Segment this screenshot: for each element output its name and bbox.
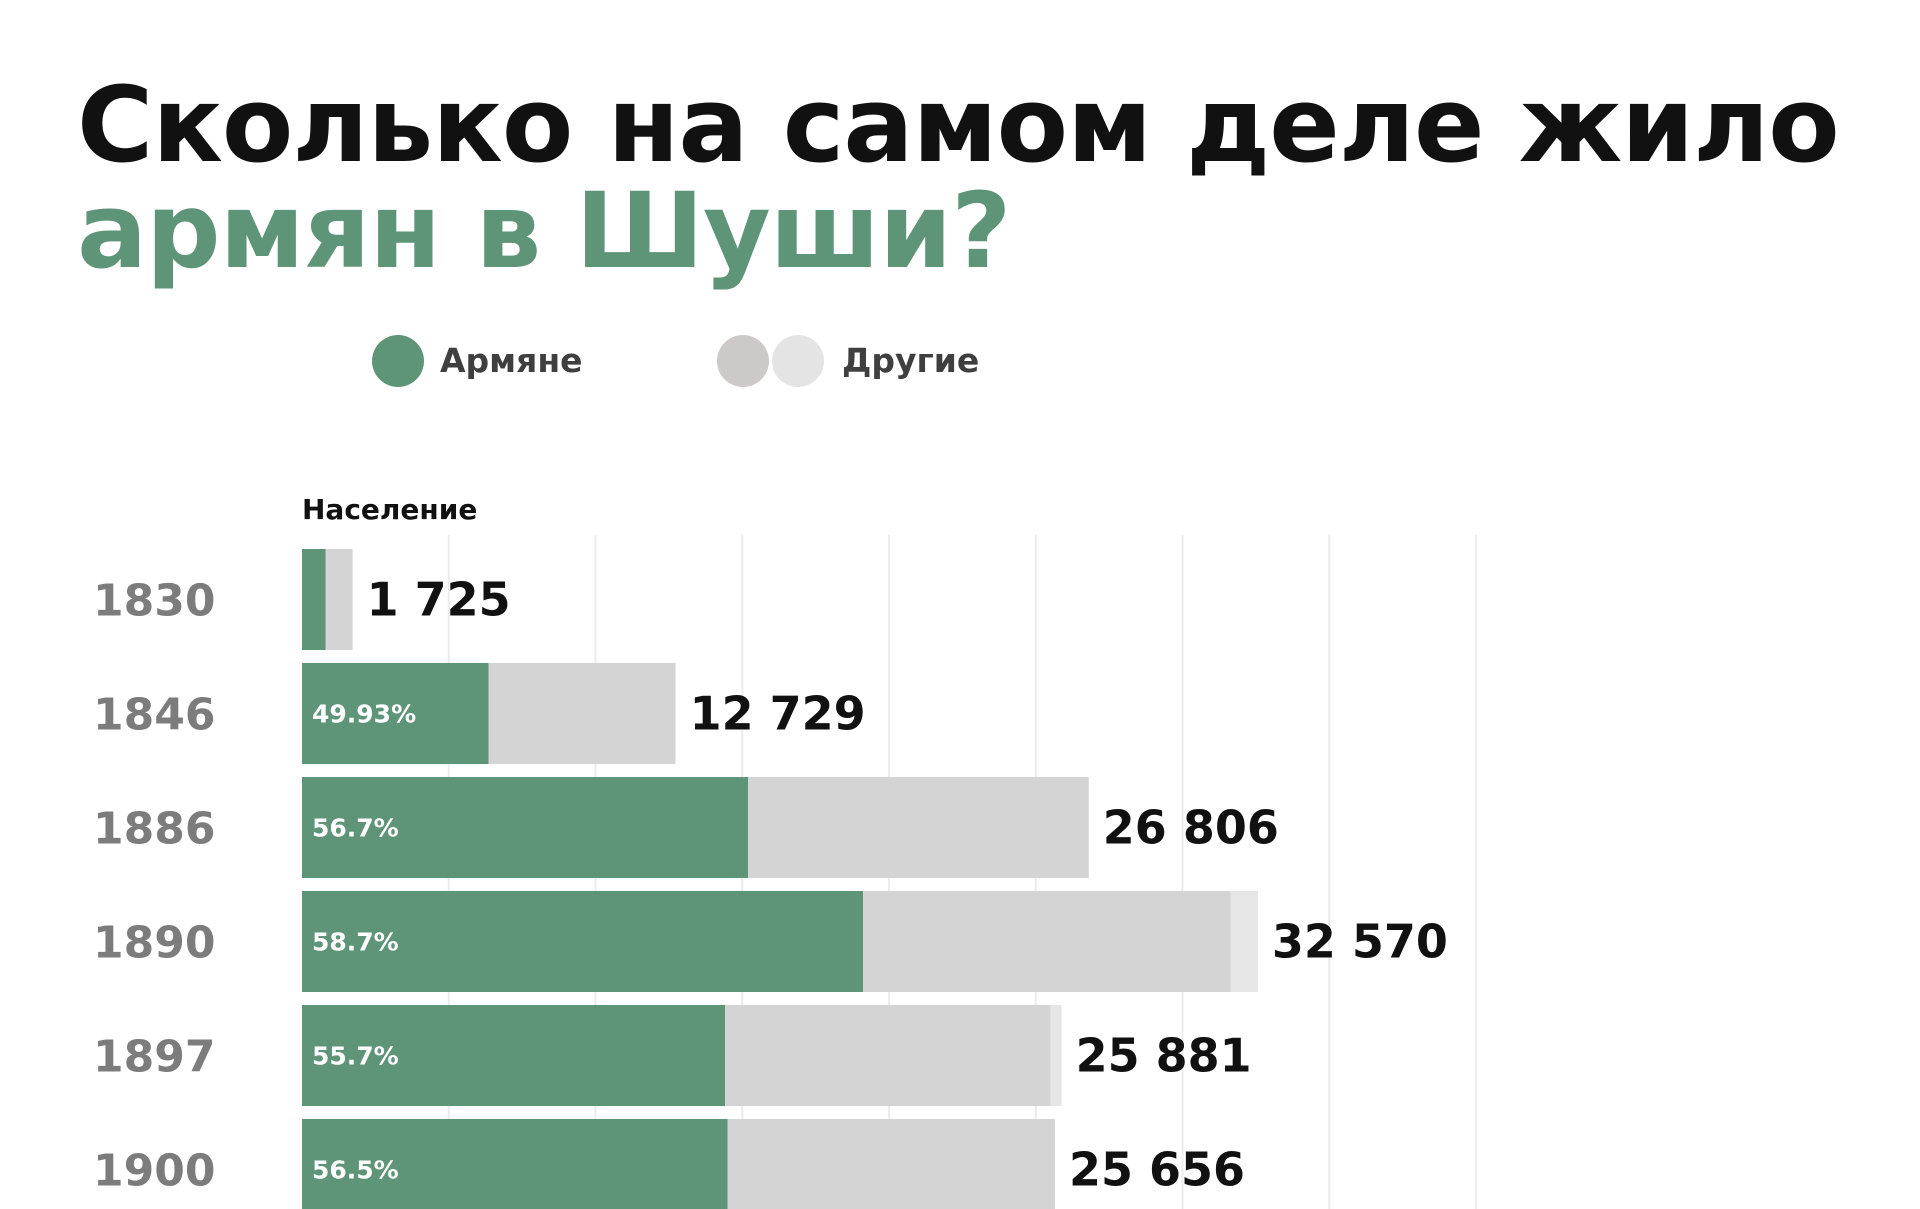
bar-armenians <box>302 1005 726 1106</box>
chart-title-line1: Сколько на самом деле жило <box>77 64 1840 186</box>
year-label: 1890 <box>93 918 215 969</box>
total-label: 25 881 <box>1076 1029 1252 1083</box>
year-label: 1846 <box>93 690 215 741</box>
legend-armenians-swatch <box>372 335 424 387</box>
total-label: 32 570 <box>1272 915 1448 969</box>
bar-others <box>488 663 676 764</box>
year-label: 1830 <box>93 576 215 627</box>
bar-others <box>725 1005 1051 1106</box>
legend-others-swatch-dark <box>717 335 769 387</box>
bar-armenians <box>302 1119 728 1209</box>
legend: Армяне Другие <box>372 335 1072 387</box>
total-label: 12 729 <box>690 687 866 741</box>
percent-label: 49.93% <box>312 700 416 729</box>
chart-title-line2: армян в Шуши? <box>77 170 1011 292</box>
bar-layer <box>302 549 1258 1209</box>
legend-others-label: Другие <box>842 341 980 380</box>
bar-armenians <box>302 891 864 992</box>
percent-label: 55.7% <box>312 1042 399 1071</box>
bar-others-extra <box>1050 1005 1062 1106</box>
total-label: 26 806 <box>1103 801 1279 855</box>
legend-others-swatch-light <box>772 335 824 387</box>
percent-label: 56.5% <box>312 1156 399 1185</box>
chart-title: Сколько на самом деле жило армян в Шуши? <box>77 64 1840 292</box>
bar-others <box>863 891 1231 992</box>
bar-armenians <box>302 777 749 878</box>
year-label: 1897 <box>93 1032 215 1083</box>
bar-others <box>727 1119 1055 1209</box>
total-label: 1 725 <box>367 573 511 627</box>
year-label: 1886 <box>93 804 215 855</box>
bar-others <box>748 777 1089 878</box>
x-axis-caption: Население <box>302 493 477 526</box>
label-layer: 1830 1 725 1846 49.93% 12 729 1886 56.7% 26 806… <box>93 573 1448 1197</box>
percent-label: 56.7% <box>312 814 399 843</box>
bar-armenians <box>302 663 489 764</box>
legend-armenians-label: Армяне <box>440 341 583 380</box>
year-label: 1900 <box>93 1146 215 1197</box>
bar-armenians <box>302 549 326 650</box>
bar-others-extra <box>1230 891 1258 992</box>
total-label: 25 656 <box>1069 1143 1245 1197</box>
percent-label: 58.7% <box>312 928 399 957</box>
bar-others <box>325 549 353 650</box>
